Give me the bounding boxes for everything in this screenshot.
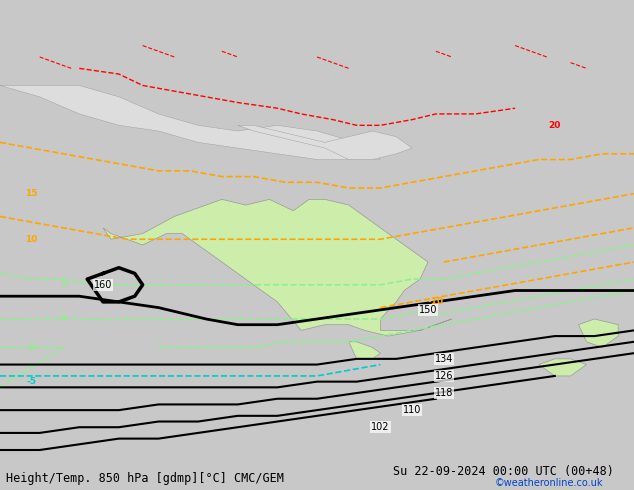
Text: 150: 150 [418,305,437,316]
Polygon shape [0,85,380,160]
Text: 102: 102 [371,422,390,432]
Polygon shape [103,199,451,336]
Polygon shape [578,319,618,347]
Text: Height/Temp. 850 hPa [gdmp][°C] CMC/GEM: Height/Temp. 850 hPa [gdmp][°C] CMC/GEM [6,472,284,485]
Text: -10: -10 [428,297,444,306]
Polygon shape [539,359,586,376]
Text: -5: -5 [27,343,37,352]
Text: 15: 15 [25,189,38,198]
Text: 0: 0 [60,315,67,323]
Polygon shape [349,342,380,359]
Text: ©weatheronline.co.uk: ©weatheronline.co.uk [495,478,603,488]
Text: 110: 110 [403,405,421,415]
Text: 126: 126 [434,371,453,381]
Text: 134: 134 [435,354,453,364]
Text: 10: 10 [25,235,38,244]
Text: 118: 118 [435,388,453,398]
Text: 160: 160 [94,280,112,290]
Text: Su 22-09-2024 00:00 UTC (00+48): Su 22-09-2024 00:00 UTC (00+48) [393,465,614,478]
Text: 5: 5 [60,280,67,289]
Text: -5: -5 [27,377,37,386]
Text: 20: 20 [548,121,561,130]
Polygon shape [238,125,412,160]
